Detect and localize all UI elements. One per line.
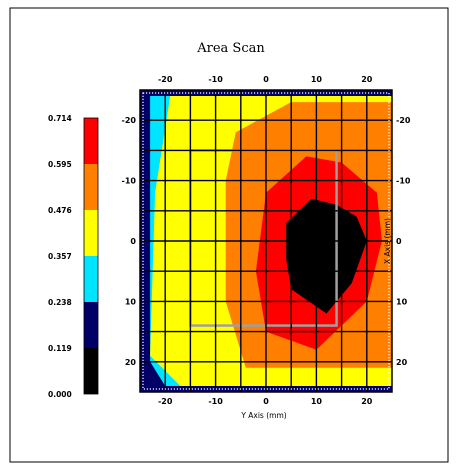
chart-title: Area Scan	[196, 41, 265, 56]
colorbar-level-label: 0.714	[48, 114, 72, 123]
colorbar-swatch	[84, 348, 98, 394]
y-tick-label-left: -20	[122, 116, 137, 125]
colorbar-swatch	[84, 164, 98, 210]
x-tick-label-top: 0	[263, 75, 269, 84]
x-tick-label-bottom: 0	[263, 397, 269, 406]
x-tick-label-bottom: 10	[311, 397, 323, 406]
x-tick-label-bottom: -20	[158, 397, 173, 406]
colorbar-swatch	[84, 118, 98, 164]
colorbar-swatch	[84, 302, 98, 348]
contour-band-0.714	[286, 198, 367, 314]
x-tick-label-top: -10	[208, 75, 223, 84]
y-tick-label-left: -10	[122, 177, 137, 186]
minor-ticks	[142, 92, 390, 390]
y-tick-label-left: 10	[125, 297, 137, 306]
x-tick-label-top: -20	[158, 75, 173, 84]
x-tick-label-top: 10	[311, 75, 323, 84]
colorbar-level-label: 0.476	[48, 206, 72, 215]
colorbar-level-label: 0.595	[48, 160, 72, 169]
colorbar-level-label: 0.000	[48, 390, 72, 399]
y-axis-label: X Axis (mm)	[383, 218, 392, 264]
x-tick-label-bottom: -10	[208, 397, 223, 406]
y-tick-label-right: -20	[396, 116, 411, 125]
y-tick-label-right: 20	[396, 358, 408, 367]
colorbar-frame	[83, 117, 99, 395]
y-tick-label-left: 0	[130, 237, 136, 246]
y-tick-label-right: 10	[396, 297, 408, 306]
colorbar-legend: 0.000 0.119 0.238 0.357 0.476 0.595 0.714	[48, 114, 99, 399]
colorbar-swatch	[84, 210, 98, 256]
colorbar-level-label: 0.238	[48, 298, 72, 307]
y-tick-label-right: -10	[396, 177, 411, 186]
colorbar-level-label: 0.119	[48, 344, 72, 353]
x-tick-label-bottom: 20	[361, 397, 373, 406]
x-tick-label-top: 20	[361, 75, 373, 84]
y-tick-label-left: 20	[125, 358, 137, 367]
y-tick-label-right: 0	[396, 237, 402, 246]
plot-frame	[139, 89, 393, 393]
colorbar-level-label: 0.357	[48, 252, 72, 261]
plot-area: -20 -20 -10 -10 0 0 10 10 20 20 -20 -20 -10 -10 0 0 10 10…	[122, 75, 411, 406]
x-axis-label: Y Axis (mm)	[240, 411, 286, 420]
colorbar-swatch	[84, 256, 98, 302]
